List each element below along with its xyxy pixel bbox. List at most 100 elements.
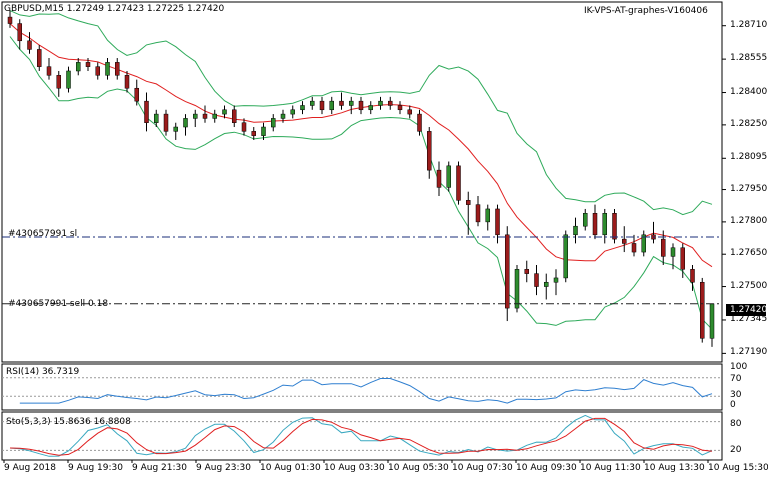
candle	[417, 109, 422, 136]
price-tick-label: 1.28555	[730, 53, 768, 64]
candle-body	[475, 204, 481, 223]
candle	[709, 303, 715, 347]
candle	[563, 230, 568, 283]
candle	[232, 105, 237, 128]
sto-label: Sto(5,3,3) 15.8636 16.8808	[6, 417, 131, 427]
candle	[349, 96, 354, 115]
rsi-level-0: 0	[730, 400, 736, 410]
time-tick-label: 10 Aug 15:30	[708, 463, 768, 473]
candle	[670, 243, 676, 270]
candle-body	[310, 100, 315, 106]
candle-body	[368, 105, 373, 111]
candle-body	[573, 225, 578, 236]
candlestick-series[interactable]	[7, 10, 715, 347]
candle-body	[251, 131, 256, 136]
candle	[290, 105, 295, 119]
candle-body	[514, 269, 520, 309]
candle-body	[495, 208, 500, 236]
candle	[680, 243, 685, 278]
candle	[27, 32, 32, 54]
candle-body	[241, 122, 247, 132]
candle	[388, 96, 393, 110]
candle	[407, 105, 412, 119]
candle	[427, 127, 432, 179]
candle	[661, 230, 666, 265]
candle-body	[134, 87, 139, 102]
time-tick-label: 10 Aug 05:30	[388, 463, 449, 473]
candle	[17, 19, 22, 50]
time-tick-label: 9 Aug 23:30	[196, 463, 251, 473]
time-tick-label: 10 Aug 09:30	[516, 463, 577, 473]
candle	[212, 109, 217, 123]
time-tick-label: 10 Aug 07:30	[452, 463, 513, 473]
candle-body	[124, 75, 130, 89]
candle	[261, 122, 266, 140]
candle-body	[144, 100, 149, 123]
candle-body	[583, 213, 588, 227]
candle	[173, 122, 178, 140]
sl-order-label: #430657991 sl	[8, 229, 78, 239]
candle	[397, 101, 403, 115]
candle-body	[271, 118, 276, 128]
candle-body	[280, 113, 286, 119]
axis-ticks	[3, 25, 726, 463]
candle-body	[105, 62, 110, 76]
candle-body	[319, 100, 325, 111]
time-tick-label: 10 Aug 01:30	[260, 463, 321, 473]
candle-body	[388, 100, 393, 106]
candle	[7, 10, 13, 28]
candle	[310, 96, 315, 110]
candle-body	[631, 243, 637, 253]
candle-body	[7, 16, 13, 24]
candle-body	[46, 66, 52, 76]
candle-body	[358, 100, 364, 111]
candle-body	[378, 100, 383, 106]
candle	[700, 277, 705, 343]
candle	[37, 45, 42, 71]
candle	[514, 264, 520, 313]
candle-body	[37, 49, 42, 67]
panel-frame-2	[1, 411, 723, 461]
candle-body	[670, 247, 676, 257]
candle-body	[290, 109, 295, 115]
candle-body	[163, 113, 169, 132]
price-tick-label: 1.27950	[730, 183, 768, 194]
sto-signal-line	[9, 417, 713, 456]
candle-body	[534, 273, 539, 287]
sto-level-20: 20	[730, 445, 742, 455]
price-tick-label: 1.27650	[730, 248, 768, 259]
candle	[319, 96, 325, 115]
lower-band	[9, 36, 713, 330]
sell-order-label: #430657991 sell 0.18	[8, 299, 109, 309]
sto-level-80: 80	[730, 419, 742, 429]
candle-body	[563, 234, 568, 279]
price-tick-label: 1.27800	[730, 215, 768, 226]
candle-body	[56, 75, 61, 89]
candle	[602, 208, 607, 244]
price-tick-label: 1.28400	[730, 86, 768, 97]
price-tick-label: 1.27345	[730, 313, 768, 324]
candle	[641, 230, 646, 257]
rsi-label: RSI(14) 36.7319	[6, 367, 80, 377]
candle-body	[66, 70, 71, 89]
price-tick-label: 1.27500	[730, 280, 768, 291]
candle	[524, 260, 529, 283]
candle	[651, 221, 656, 244]
candle	[163, 109, 169, 136]
candle-body	[592, 213, 598, 236]
candle-body	[212, 113, 217, 119]
time-tick-label: 9 Aug 2018	[4, 463, 56, 473]
candle-body	[690, 269, 695, 283]
candle	[193, 109, 198, 128]
candle	[456, 161, 461, 205]
candle-body	[505, 234, 510, 309]
candle-body	[407, 109, 412, 115]
candle-body	[641, 234, 646, 253]
current-price-badge: 1.27420	[726, 304, 767, 316]
candle-body	[154, 113, 159, 123]
candle	[612, 208, 617, 244]
symbol-info: GBPUSD,M15 1.27249 1.27423 1.27225 1.274…	[4, 4, 225, 14]
candle	[475, 196, 481, 227]
candle	[339, 92, 344, 110]
